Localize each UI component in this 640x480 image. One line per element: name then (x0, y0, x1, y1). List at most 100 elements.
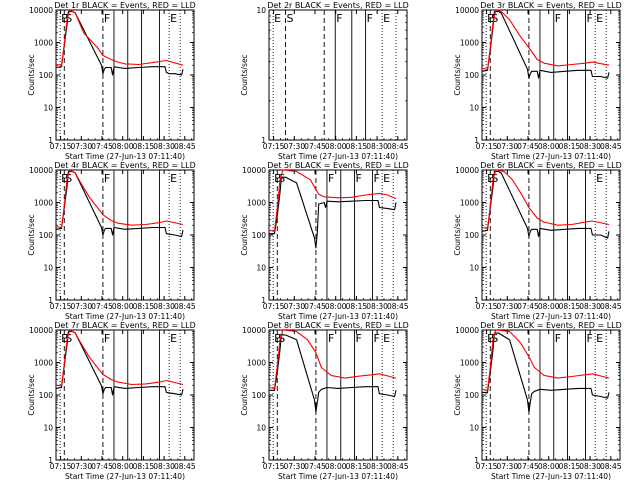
panel-8-series-events (269, 334, 397, 413)
panel-7-series-lld (56, 330, 184, 387)
panel-7-ytick-label: 10000 (29, 326, 53, 335)
panel-8-xtick-label: 07:30 (283, 462, 305, 471)
panel-9: Det 9r BLACK = Events, RED = LLD Counts/s… (453, 321, 622, 480)
panel-1-marker-label: E (170, 12, 177, 25)
panel-4-ytick-label: 10000 (29, 166, 53, 175)
panel-7-ytick-label: 1000 (34, 359, 53, 368)
panel-1-series-events (56, 10, 184, 76)
panel-7-data (56, 330, 184, 396)
panel-6-xtick-label: 07:45 (517, 302, 539, 311)
panel-9-xtick-label: 07:15 (476, 462, 498, 471)
panel-6-xtick-label: 08:30 (579, 302, 601, 311)
panel-3-ytick-label: 1 (474, 136, 479, 145)
panel-3-ytick-label: 10000 (455, 6, 479, 15)
panel-3: Det 3r BLACK = Events, RED = LLD Counts/s… (453, 1, 622, 161)
panel-9-frame (481, 329, 621, 461)
panel-5-xtick-label: 08:30 (366, 302, 388, 311)
panel-9-ytick-label: 1 (474, 456, 479, 465)
panel-2-xlabel: Start Time (27-Jun-13 07:11:40) (278, 152, 398, 161)
panel-6-series-lld (482, 170, 610, 229)
panel-8-xtick-label: 08:30 (366, 462, 388, 471)
panel-2: Det 2r BLACK = Events, RED = LLD Counts/s… (240, 1, 409, 161)
panel-5-xtick-label: 07:15 (263, 302, 285, 311)
panel-2-marker-label: F (367, 12, 373, 25)
panel-8-data (269, 330, 397, 413)
panel-9-xtick-label: 08:45 (600, 462, 622, 471)
panel-1-xtick-label: 08:00 (112, 142, 134, 151)
panel-2-marker-label: E (383, 12, 390, 25)
panel-8-xtick-label: 07:15 (263, 462, 285, 471)
panel-9-ytick-label: 10000 (455, 326, 479, 335)
panel-1-series-lld (56, 10, 184, 66)
panel-7-ytick-label: 100 (39, 391, 54, 400)
panel-7-ytick-label: 1 (48, 456, 53, 465)
panel-4-marker-label: E (170, 172, 177, 185)
panel-4-xtick-label: 07:45 (91, 302, 113, 311)
panel-8-xlabel: Start Time (27-Jun-13 07:11:40) (278, 472, 398, 480)
panel-6-xlabel: Start Time (27-Jun-13 07:11:40) (491, 312, 611, 321)
panel-9-xlabel: Start Time (27-Jun-13 07:11:40) (491, 472, 611, 480)
panel-6-marker-label: E (596, 172, 603, 185)
panel-8-marker-label: E (383, 332, 390, 345)
panel-8-xtick-label: 08:45 (387, 462, 409, 471)
panel-2-xtick-label: 08:30 (366, 142, 388, 151)
panel-8-marker-label: S (278, 332, 285, 345)
panel-4: Det 4r BLACK = Events, RED = LLD Counts/s… (27, 161, 196, 321)
panel-7-xtick-label: 08:00 (112, 462, 134, 471)
panel-9-series-events (482, 332, 610, 413)
panel-6-xtick-label: 08:15 (559, 302, 581, 311)
panel-4-series-lld (56, 170, 184, 229)
panel-6-series-events (482, 170, 610, 239)
panel-3-xtick-label: 08:15 (559, 142, 581, 151)
panel-5-ytick-label: 1000 (247, 199, 266, 208)
panel-1: Det 1r BLACK = Events, RED = LLD Counts/s… (27, 1, 196, 161)
panel-7-ytick-label: 10 (43, 424, 53, 433)
panel-1-xtick-label: 07:45 (91, 142, 113, 151)
panel-8-marker-label: F (328, 332, 334, 345)
panel-8-ytick-label: 10 (256, 424, 266, 433)
panel-3-ytick-label: 1000 (460, 39, 479, 48)
panel-6-ylabel: Counts/sec (453, 214, 462, 255)
panel-9-ylabel: Counts/sec (453, 374, 462, 415)
panel-7-frame (55, 329, 195, 461)
panel-2-xtick-label: 07:30 (283, 142, 305, 151)
panel-4-xtick-label: 07:15 (50, 302, 72, 311)
panel-4-xlabel: Start Time (27-Jun-13 07:11:40) (65, 312, 185, 321)
panel-2-ytick-label: 1 (261, 136, 266, 145)
panel-7-series-events (56, 330, 184, 396)
panel-1-ytick-label: 10000 (29, 6, 53, 15)
panel-1-ytick-label: 1 (48, 136, 53, 145)
panel-5-ytick-label: 100 (252, 231, 267, 240)
panel-5-data (269, 170, 397, 249)
panel-6-ytick-label: 10000 (455, 166, 479, 175)
panel-1-xtick-label: 07:15 (50, 142, 72, 151)
panel-5-title: Det 5r BLACK = Events, RED = LLD (267, 161, 409, 170)
panel-5-frame (268, 169, 408, 301)
panel-4-ytick-label: 10 (43, 264, 53, 273)
panel-7-xlabel: Start Time (27-Jun-13 07:11:40) (65, 472, 185, 480)
panel-3-data (482, 10, 610, 79)
panel-5-ylabel: Counts/sec (240, 214, 249, 255)
panel-5-xtick-label: 08:00 (325, 302, 347, 311)
panel-1-marker-label: F (104, 12, 110, 25)
panel-4-xtick-label: 07:30 (70, 302, 92, 311)
panel-8-xtick-label: 08:15 (346, 462, 368, 471)
panel-8-marker-label: F (374, 332, 380, 345)
panel-7-xtick-label: 07:15 (50, 462, 72, 471)
panel-6-marker-label: S (491, 172, 498, 185)
panel-3-frame (481, 9, 621, 141)
panel-2-xtick-label: 07:45 (304, 142, 326, 151)
panel-1-ytick-label: 100 (39, 71, 54, 80)
panel-8-series-lld (269, 330, 397, 389)
panel-4-marker-label: F (104, 172, 110, 185)
panel-3-xtick-label: 07:45 (517, 142, 539, 151)
panel-3-ylabel: Counts/sec (453, 54, 462, 95)
panel-3-marker-label: F (587, 12, 593, 25)
panel-3-xtick-label: 07:30 (496, 142, 518, 151)
panel-3-title: Det 3r BLACK = Events, RED = LLD (480, 1, 622, 10)
panel-6-xtick-label: 07:30 (496, 302, 518, 311)
panel-6-ytick-label: 1 (474, 296, 479, 305)
panel-4-marker-label: S (65, 172, 72, 185)
panel-3-marker-label: E (596, 12, 603, 25)
panel-5-xtick-label: 08:45 (387, 302, 409, 311)
